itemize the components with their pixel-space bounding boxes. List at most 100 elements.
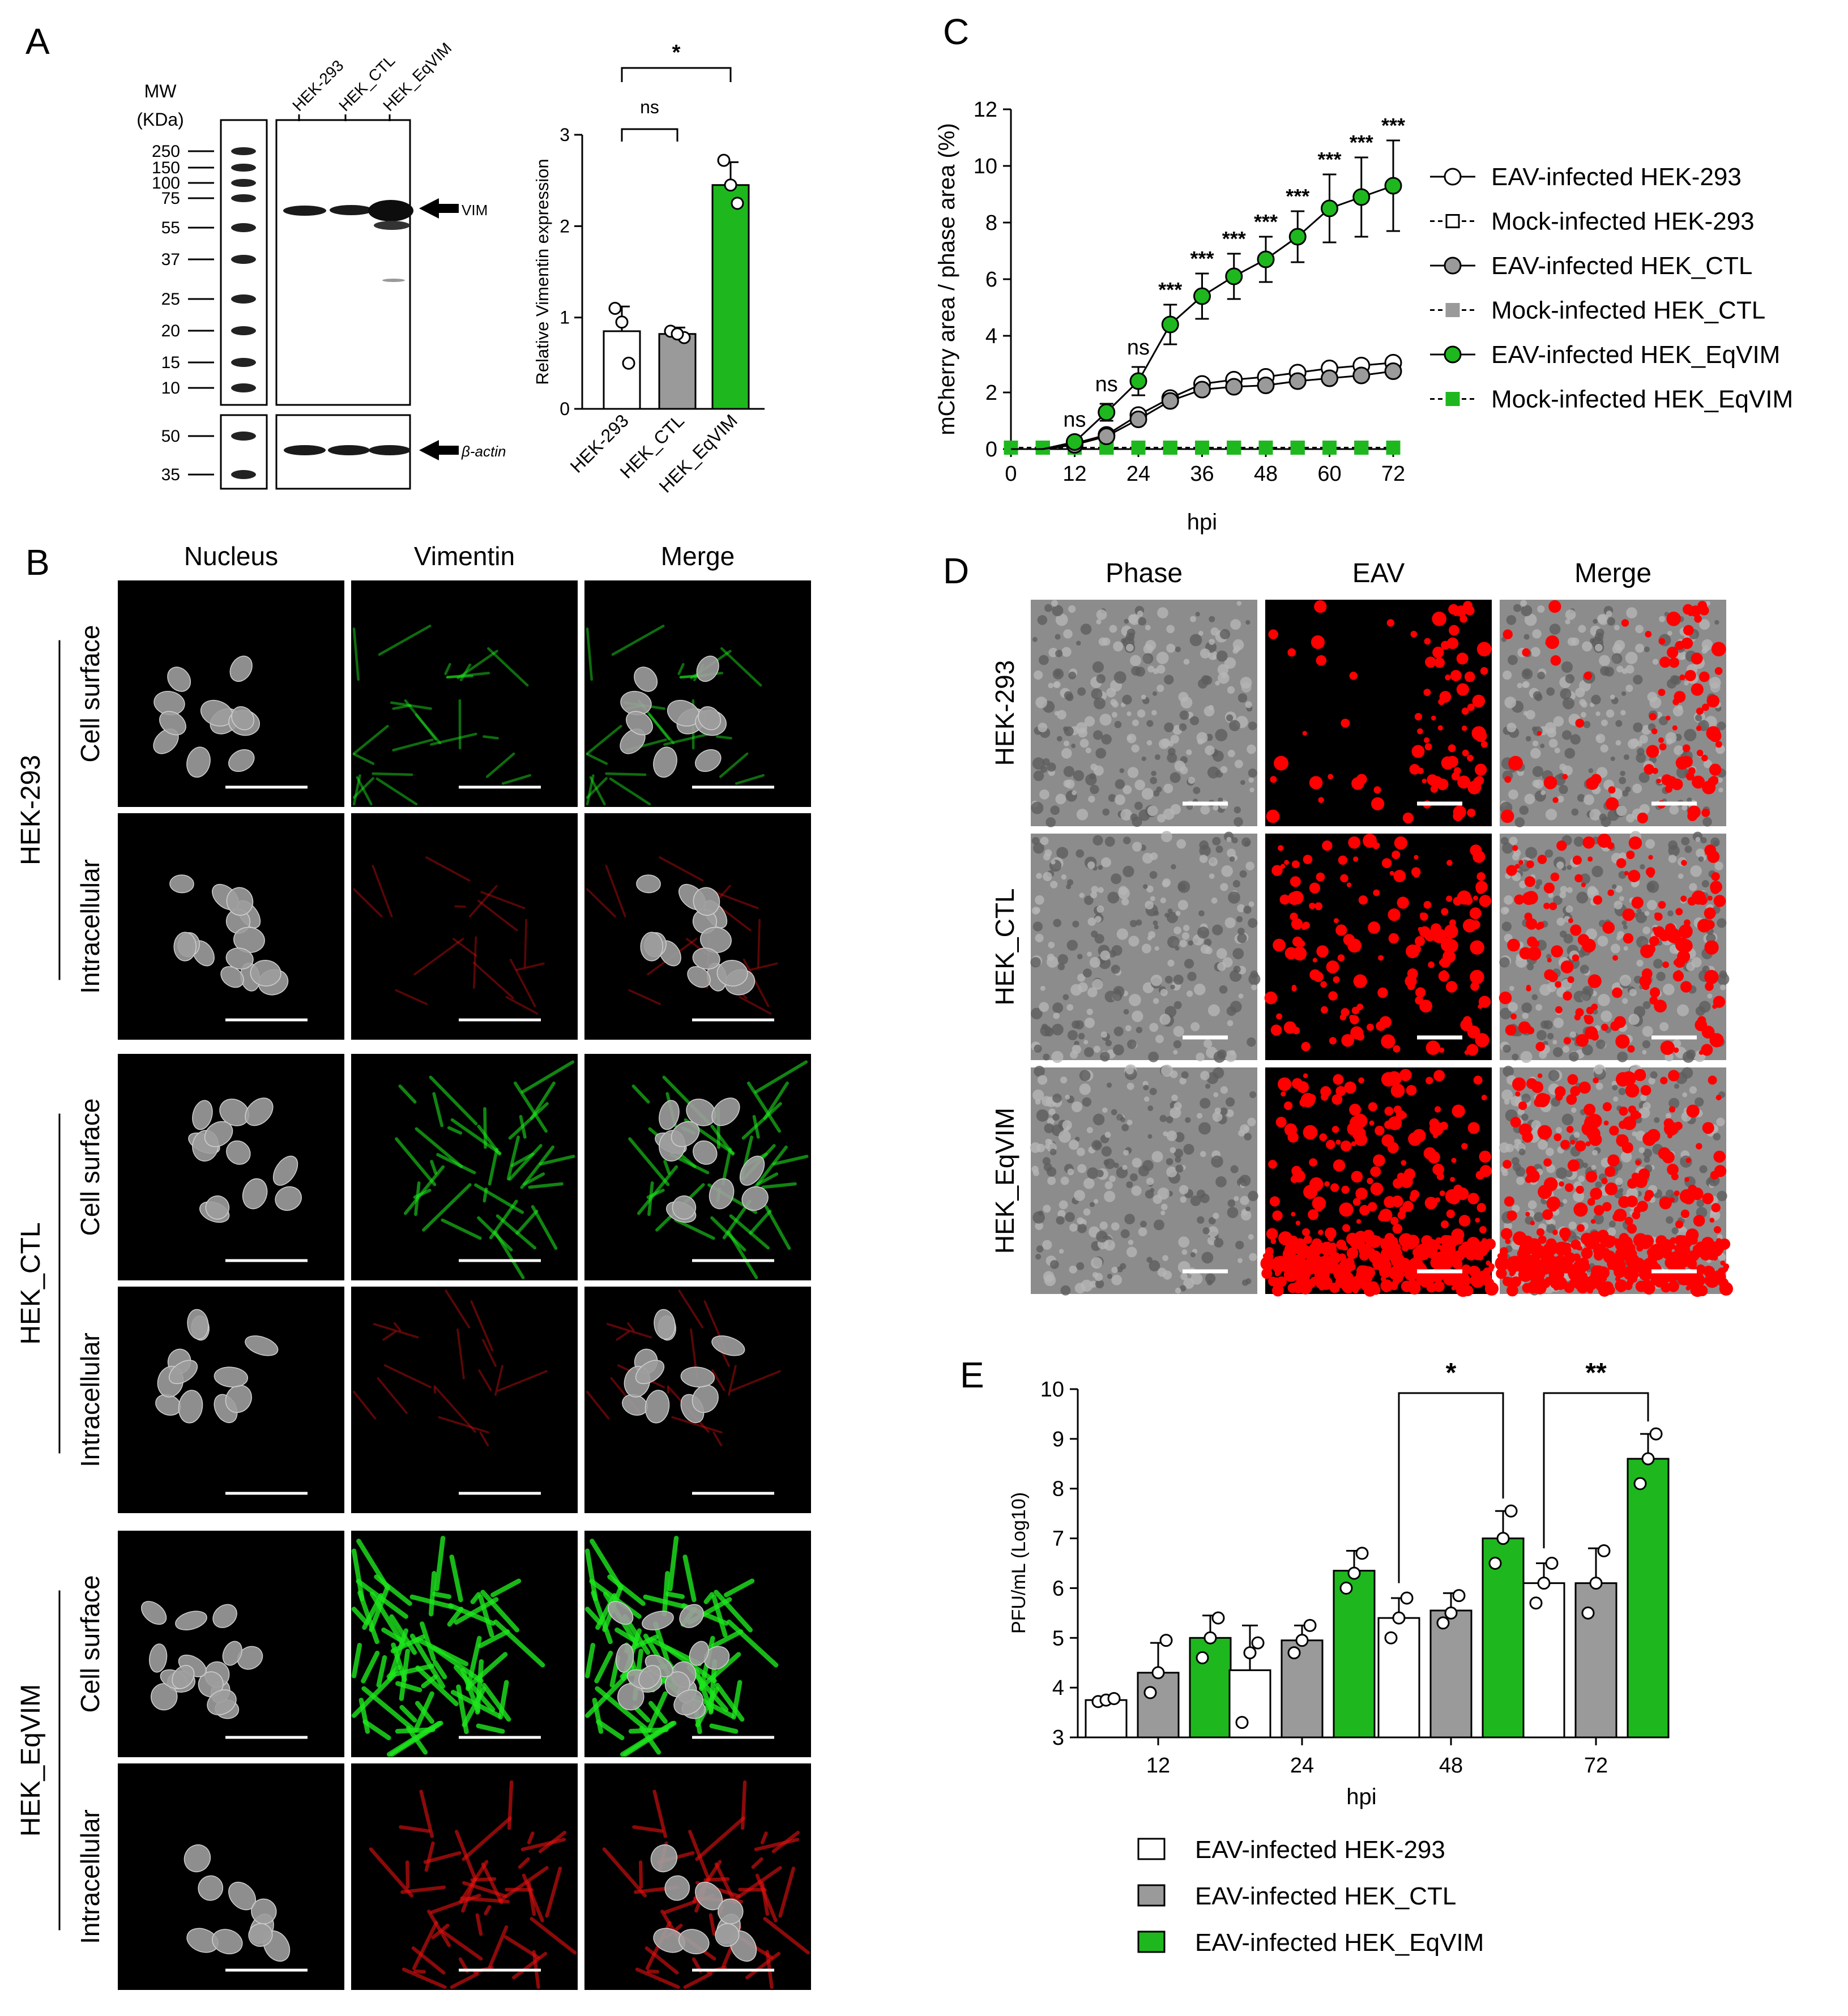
eav-signal (1698, 671, 1710, 682)
eav-signal (1530, 1220, 1535, 1225)
eav-signal (1368, 1102, 1377, 1112)
cell-texture (1149, 871, 1158, 879)
vimentin-signal (727, 1619, 779, 1668)
cell-texture (1179, 939, 1187, 947)
eav-signal (1443, 1272, 1456, 1285)
vimentin-signal (449, 1554, 463, 1603)
ladder-label: 15 (161, 353, 180, 372)
eav-signal (1463, 601, 1473, 610)
eav-signal (1360, 1244, 1367, 1250)
cell-texture (1101, 734, 1112, 745)
x-tick-label: 24 (1126, 462, 1150, 486)
eav-signal (1393, 1178, 1403, 1189)
eav-signal (1331, 1126, 1339, 1133)
vimentin-signal (433, 1387, 436, 1394)
cell-texture (1241, 682, 1252, 693)
cell-texture (1520, 600, 1527, 607)
cell-texture (1535, 1004, 1543, 1011)
eav-signal (1607, 889, 1615, 896)
vimentin-signal (663, 1160, 671, 1175)
cell-texture (1067, 1030, 1078, 1041)
eav-signal (1567, 1074, 1578, 1085)
cell-texture (1569, 1031, 1577, 1038)
eav-signal (1373, 889, 1380, 896)
eav-signal (1550, 872, 1560, 882)
eav-signal (1542, 1209, 1553, 1220)
cell-texture (1619, 975, 1632, 986)
cell-texture (1115, 794, 1125, 805)
cell-texture (1213, 1051, 1226, 1063)
cell-texture (1081, 1279, 1093, 1292)
cell-texture (1161, 738, 1171, 748)
cell-texture (1217, 664, 1229, 676)
cell-texture (1674, 1083, 1680, 1089)
x-tick-label: 12 (1146, 1754, 1170, 1778)
eav-signal (1351, 1006, 1360, 1015)
eav-signal (1438, 698, 1445, 706)
eav-signal (1602, 1102, 1612, 1112)
cell-texture (1185, 1117, 1191, 1123)
cell-texture (1076, 1262, 1085, 1270)
row-label: Cell surface (75, 1575, 105, 1713)
eav-signal (1497, 1259, 1506, 1269)
eav-signal (1684, 1177, 1690, 1182)
cell-texture (1716, 1117, 1725, 1126)
eav-signal (1523, 1262, 1535, 1274)
cell-texture (1202, 1227, 1210, 1235)
eav-signal (1612, 1213, 1621, 1221)
eav-signal (1665, 785, 1672, 793)
eav-signal (1434, 1106, 1441, 1113)
cell-texture (1710, 837, 1720, 847)
cell-texture (1573, 1190, 1585, 1202)
cell-texture (1190, 1272, 1203, 1285)
cell-texture (1047, 1167, 1057, 1177)
cell-texture (1598, 614, 1609, 625)
cell-texture (1573, 836, 1584, 847)
cell-texture (1580, 712, 1586, 718)
vimentin-signal (352, 774, 361, 806)
eav-signal (1346, 1247, 1359, 1259)
vimentin-signal (648, 713, 675, 745)
cell-texture (1521, 668, 1533, 680)
cell-texture (1576, 891, 1589, 904)
eav-signal (1656, 778, 1662, 784)
eav-signal (1329, 1037, 1337, 1045)
eav-signal (1402, 1244, 1409, 1252)
cell-texture (1525, 736, 1531, 742)
cell-texture (1591, 1165, 1597, 1171)
vimentin-signal (432, 1092, 444, 1127)
vimentin-signal (498, 1866, 549, 1903)
cell-texture (1720, 984, 1726, 990)
y-tick-label: 6 (1052, 1577, 1064, 1600)
cell-texture (1562, 1045, 1570, 1053)
eav-signal (1476, 1203, 1486, 1212)
eav-signal (1456, 1267, 1469, 1280)
eav-signal (1470, 940, 1484, 955)
eav-signal (1525, 918, 1538, 930)
cell-texture (1557, 796, 1564, 803)
cell-texture (1610, 756, 1615, 761)
cell-texture (1162, 1255, 1169, 1261)
vimentin-signal (478, 1369, 492, 1391)
cell-texture (1672, 1039, 1681, 1048)
eav-signal (1683, 625, 1694, 636)
cell-texture (1234, 1195, 1239, 1201)
cell-texture (1615, 740, 1621, 746)
cell-texture (1044, 1143, 1050, 1150)
cell-texture (1565, 905, 1573, 913)
x-tick-label: 48 (1439, 1754, 1463, 1778)
eav-signal (1616, 1249, 1628, 1262)
lane-label: HEK_EqVIM (379, 39, 455, 114)
vimentin-signal (394, 1322, 402, 1331)
cell-texture (1166, 1158, 1173, 1165)
cell-texture (1153, 920, 1158, 926)
cell-texture (1190, 1022, 1200, 1031)
legend-marker (1445, 303, 1460, 317)
eav-signal (1555, 981, 1561, 988)
cell-texture (1617, 931, 1625, 939)
eav-signal (1292, 946, 1307, 961)
eav-signal (1448, 744, 1456, 753)
cell-texture (1213, 1212, 1219, 1219)
cell-texture (1559, 763, 1567, 771)
vimentin-signal (411, 1946, 446, 1975)
